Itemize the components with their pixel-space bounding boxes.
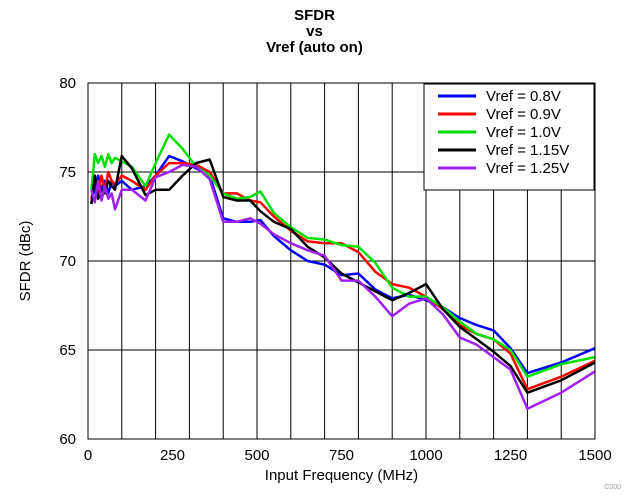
legend-label: Vref = 1.25V	[486, 160, 569, 177]
chart-title-line-2: vs	[306, 23, 323, 40]
plot-border	[87, 82, 596, 440]
legend-label: Vref = 0.9V	[486, 106, 561, 123]
x-tick-label: 0	[84, 447, 92, 464]
chart-title-line-1: SFDR	[294, 7, 335, 24]
x-tick-label: 1500	[578, 447, 611, 464]
x-axis-label: Input Frequency (MHz)	[265, 467, 418, 484]
y-tick-label: 70	[59, 253, 76, 270]
y-axis-label: SFDR (dBc)	[17, 221, 34, 302]
corner-mark: C000	[604, 484, 621, 491]
legend-label: Vref = 0.8V	[486, 88, 561, 105]
series-line-5	[90, 163, 596, 410]
x-tick-label: 500	[244, 447, 269, 464]
x-tick-label: 750	[329, 447, 354, 464]
chart-title-line-3: Vref (auto on)	[266, 39, 363, 56]
x-tick-label: 1000	[409, 447, 442, 464]
x-tick-label: 250	[160, 447, 185, 464]
y-tick-label: 80	[59, 75, 76, 92]
y-tick-label: 60	[59, 431, 76, 448]
legend-box	[423, 83, 595, 191]
x-tick-label: 1250	[494, 447, 527, 464]
y-tick-label: 75	[59, 164, 76, 181]
legend-label: Vref = 1.0V	[486, 124, 561, 141]
legend-label: Vref = 1.15V	[486, 142, 569, 159]
series-line-4	[90, 154, 596, 394]
y-tick-label: 65	[59, 342, 76, 359]
series-line-3	[90, 133, 596, 378]
